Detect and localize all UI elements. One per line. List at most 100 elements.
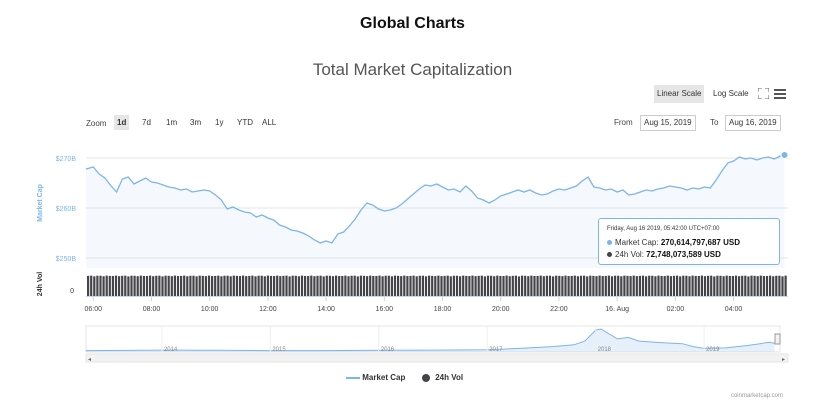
volume-bar [158,275,161,296]
volume-bar [477,275,480,296]
volume-bar [173,275,176,296]
market-cap-line [85,154,785,244]
volume-bar [765,275,769,296]
volume-bar [586,276,589,296]
volume-bar [676,275,679,296]
volume-bar [428,275,431,296]
volume-bar [527,276,530,296]
volume-bar [781,276,784,296]
x-tick-label: 16:00 [376,306,394,313]
navigator-line [85,328,775,352]
volume-bar [96,275,99,296]
zoom-3m-button[interactable]: 3m [190,118,202,127]
volume-bar [595,276,598,296]
from-date-input[interactable]: Aug 15, 2019 [640,115,696,131]
zoom-7d-button[interactable]: 7d [142,118,151,127]
volume-bar [167,275,170,296]
legend-market-cap[interactable]: Market Cap [346,373,405,382]
volume-bar [570,275,573,296]
volume-bar [347,276,350,296]
volume-bar [201,275,204,296]
linear-scale-button[interactable]: Linear Scale [654,85,705,103]
volume-bar [393,275,397,296]
chart-tooltip: Friday, Aug 16 2019, 05:42:00 UTC+07:00 … [598,218,780,265]
volume-bar [161,276,164,296]
volume-bar [102,276,105,296]
volume-bar [654,276,657,296]
zoom-ytd-button[interactable]: YTD [237,118,253,127]
navigator-handle [774,333,781,345]
volume-bar [145,275,149,296]
volume-bar [192,275,195,296]
volume-bar [555,275,558,296]
volume-bar [589,275,592,296]
scroll-right-icon: ▸ [782,357,785,363]
navigator-frame [85,325,781,353]
volume-bar [744,275,747,296]
volume-bar [784,275,787,296]
chart-title: Total Market Capitalization [312,60,513,79]
zoom-all-button[interactable]: ALL [262,118,277,127]
volume-bar [629,276,632,296]
volume-bar [722,276,725,296]
volume-bar [139,275,142,296]
volume-bar [666,275,669,296]
volume-bar [443,275,446,296]
volume-bar [707,275,710,296]
volume-bar [353,275,356,296]
volume-bar [214,275,217,296]
volume-bar [716,275,719,296]
volume-bar [440,276,443,296]
volume-bar [180,275,183,296]
volume-bar [406,276,409,296]
volume-bar [731,275,734,296]
volume-bar [719,275,722,296]
navigator-year-label: 2014 [164,347,178,353]
hamburger-menu-icon[interactable] [774,88,786,102]
volume-bar [558,275,561,296]
volume-bar [276,275,279,296]
volume-bar [238,276,242,296]
volume-bar [700,275,703,296]
legend-24h-vol[interactable]: 24h Vol [422,373,463,382]
volume-bar [524,275,527,296]
volume-bar [121,275,124,296]
volume-bar [641,275,645,296]
volume-bar [269,275,273,296]
zoom-1m-button[interactable]: 1m [166,118,178,127]
x-tick-label: 20:00 [492,306,510,313]
volume-bar [493,276,496,296]
volume-bar [459,276,462,296]
volume-bar [468,276,471,296]
volume-bar [697,275,700,296]
navigator-year-label: 2016 [381,347,395,353]
volume-bar [186,276,189,296]
zoom-1y-button[interactable]: 1y [215,118,224,127]
volume-bar [592,275,595,296]
volume-bar [505,275,508,296]
scroll-left-icon: ◂ [88,357,91,363]
x-tick-label: 08:00 [143,306,161,313]
volume-bar [502,276,505,296]
volume-bar [756,276,759,296]
volume-bar [384,275,387,296]
volume-bar [207,275,211,296]
volume-bar [462,275,465,296]
to-date-input[interactable]: Aug 16, 2019 [725,115,781,131]
zoom-1d-button[interactable]: 1d [114,115,130,130]
navigator-year-label: 2018 [598,347,612,353]
navigator-year-label: 2017 [489,347,503,353]
volume-bar [514,275,517,296]
y2-axis-title: 24h Vol [37,272,44,296]
volume-bar [198,275,201,296]
volume-bar [564,275,567,296]
volume-bar [685,275,688,296]
credits-link[interactable]: coinmarketcap.com [730,393,783,399]
circle-legend-icon [422,373,430,382]
y-tick-label: $270B [56,156,77,163]
x-tick-label: 06:00 [85,306,103,313]
volume-bar [728,275,731,296]
volume-bar [344,275,347,296]
log-scale-button[interactable]: Log Scale [713,89,749,98]
